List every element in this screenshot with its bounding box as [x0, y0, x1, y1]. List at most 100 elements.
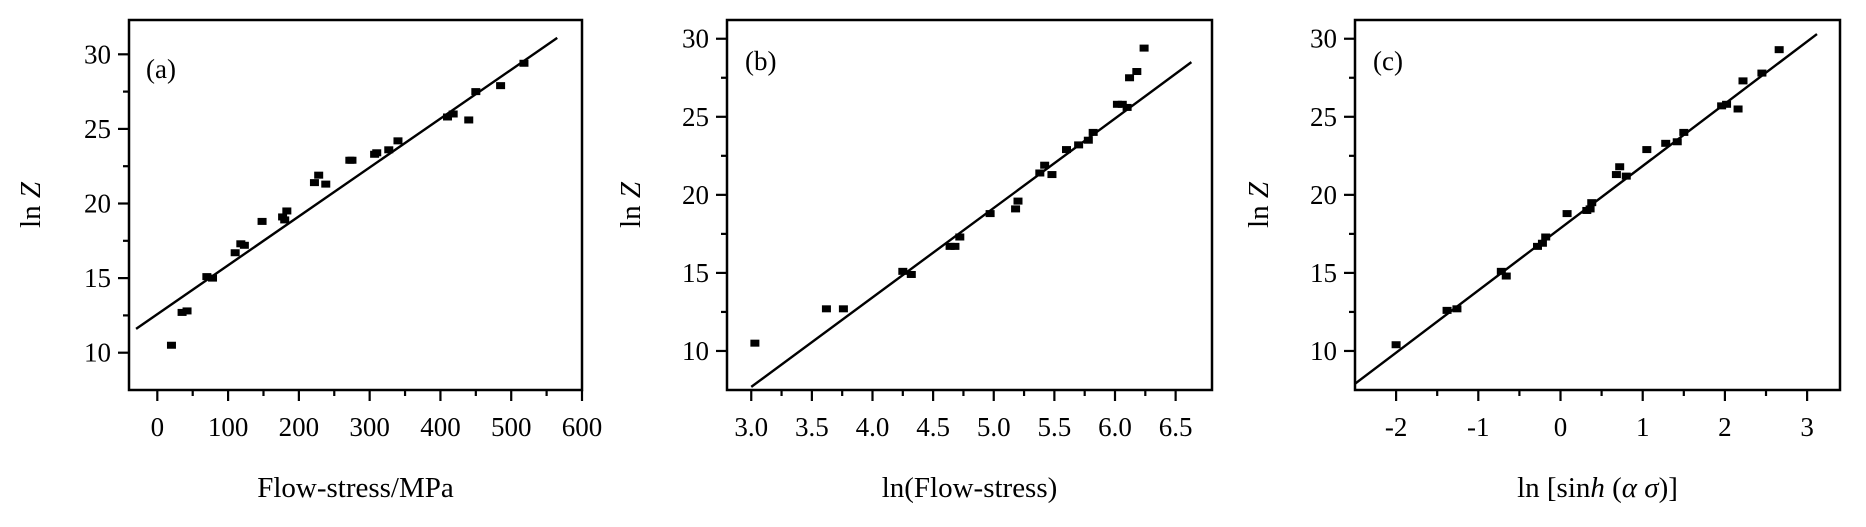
data-point	[1132, 68, 1142, 76]
data-point	[1122, 103, 1132, 111]
data-point	[1621, 172, 1631, 180]
data-point	[1587, 199, 1597, 207]
fit-line-b	[750, 61, 1193, 388]
data-point	[230, 249, 240, 257]
data-point	[1642, 146, 1652, 154]
y-axis-title-b: ln Z	[615, 181, 647, 228]
y-axis-title-c: ln Z	[1243, 181, 1275, 228]
data-point	[1452, 305, 1462, 313]
chart-panel-a: 0 100 200 300 400 500 600 10 15 20 25 30 (a) ln Z Flow…	[15, 18, 602, 504]
x-tick-label: 200	[279, 412, 320, 442]
data-point	[945, 242, 955, 250]
data-point	[838, 305, 848, 313]
y-tick-label: 15	[682, 258, 709, 288]
x-axis-title-c: ln [sinh (α σ)]	[1517, 472, 1678, 504]
x-tick-label: 6.0	[1098, 412, 1132, 442]
x-tick-label: 4.5	[916, 412, 950, 442]
data-point	[309, 179, 319, 187]
data-point	[372, 149, 382, 157]
x-tick-label: 400	[420, 412, 461, 442]
data-point	[208, 274, 218, 282]
data-point	[1585, 205, 1595, 213]
y-axis-title-a: ln Z	[15, 181, 47, 228]
y-tick-label: 20	[1310, 180, 1337, 210]
data-point	[464, 116, 474, 124]
y-tick-label: 10	[682, 336, 709, 366]
data-point	[471, 88, 481, 96]
chart-panel-b: 3.0 3.5 4.0 4.5 5.0 5.5 6.0 6.5 10 15 20 25 30 (b) ln …	[615, 18, 1214, 504]
data-point	[448, 110, 458, 118]
data-point	[821, 305, 831, 313]
data-point	[1047, 171, 1057, 179]
data-point	[1139, 44, 1149, 52]
data-point	[1611, 171, 1621, 179]
data-point	[282, 207, 292, 215]
data-point	[182, 307, 192, 315]
data-point	[1013, 197, 1023, 205]
y-tick-label: 20	[84, 189, 111, 219]
data-point	[985, 210, 995, 218]
plot-frame-a	[127, 18, 584, 392]
y-tick-label: 10	[1310, 336, 1337, 366]
x-axis-title-a: Flow-stress/MPa	[257, 472, 454, 504]
x-tick-label: 2	[1718, 412, 1732, 442]
x-tick-label: 500	[491, 412, 532, 442]
x-tick-label: 0	[151, 412, 165, 442]
y-tick-label: 30	[84, 39, 111, 69]
x-tick-label: 6.5	[1159, 412, 1193, 442]
data-point	[1532, 242, 1542, 250]
y-tick-label: 15	[1310, 258, 1337, 288]
x-tick-label: 3	[1800, 412, 1814, 442]
data-point	[314, 171, 324, 179]
data-point	[239, 241, 249, 249]
y-tick-label: 25	[682, 102, 709, 132]
data-point	[1125, 74, 1135, 82]
data-point	[1537, 239, 1547, 247]
data-point	[202, 273, 212, 281]
y-tick-label: 10	[84, 338, 111, 368]
data-point	[1040, 161, 1050, 169]
data-point	[1541, 233, 1551, 241]
panel-label-b: (b)	[745, 46, 776, 76]
x-tick-label: 4.0	[856, 412, 890, 442]
fit-line-a	[135, 36, 558, 330]
plot-frame-c	[1353, 18, 1842, 392]
data-point	[393, 137, 403, 145]
x-tick-label: 300	[349, 412, 390, 442]
x-tick-label: -1	[1467, 412, 1490, 442]
data-point	[955, 233, 965, 241]
x-tick-label: 0	[1554, 412, 1568, 442]
data-point	[443, 113, 453, 121]
y-tick-label: 15	[84, 263, 111, 293]
x-tick-label: 1	[1636, 412, 1650, 442]
data-point	[280, 216, 290, 224]
x-tick-label: 3.0	[734, 412, 768, 442]
data-point	[1757, 69, 1767, 77]
data-point	[496, 82, 506, 90]
x-tick-label: -2	[1385, 412, 1408, 442]
data-point	[1774, 46, 1784, 54]
y-tick-label: 30	[1310, 24, 1337, 54]
data-point	[1062, 146, 1071, 154]
data-point	[1112, 100, 1122, 108]
data-point	[1074, 141, 1084, 149]
x-tick-label: 5.5	[1038, 412, 1072, 442]
data-point	[950, 242, 960, 250]
data-point	[384, 146, 394, 154]
data-point	[898, 267, 908, 275]
x-tick-label: 3.5	[795, 412, 829, 442]
data-point	[750, 339, 760, 347]
data-point	[1679, 128, 1689, 136]
data-point	[1117, 100, 1127, 108]
data-point	[1562, 210, 1572, 218]
y-tick-label: 25	[84, 114, 111, 144]
data-point	[1615, 163, 1625, 171]
data-point	[906, 270, 916, 278]
data-point	[1496, 267, 1506, 275]
panel-label-c: (c)	[1373, 46, 1403, 76]
data-point	[1672, 138, 1682, 146]
data-point	[1733, 105, 1743, 113]
data-point	[347, 156, 357, 164]
y-tick-label: 25	[1310, 102, 1337, 132]
